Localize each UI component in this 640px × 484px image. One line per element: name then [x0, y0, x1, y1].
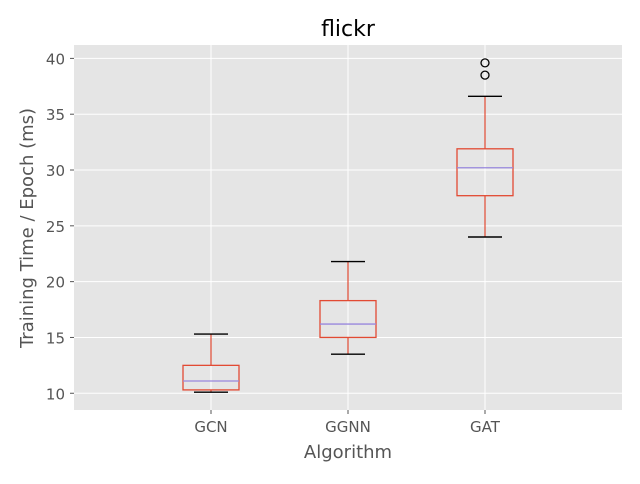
box-gat: [456, 58, 514, 238]
y-tick-label: 25: [46, 218, 65, 236]
outlier-point: [480, 58, 490, 68]
x-tick-label: GCN: [194, 418, 227, 436]
tick-layer: 10 15 20 25 30 35 40 GCN GGNN GAT: [46, 50, 501, 436]
iqr-box: [319, 299, 377, 339]
outlier-point: [480, 70, 490, 80]
y-axis-label: Training Time / Epoch (ms): [17, 108, 38, 349]
chart-title: flickr: [321, 17, 376, 42]
y-tick-label: 10: [46, 385, 65, 403]
box-layer: [182, 58, 514, 393]
x-tick-label: GAT: [470, 418, 501, 436]
y-tick-label: 15: [46, 329, 65, 347]
iqr-box: [182, 364, 240, 391]
y-tick-label: 40: [46, 50, 65, 68]
x-tick-label: GGNN: [325, 418, 371, 436]
box-ggnn: [319, 260, 377, 355]
iqr-box: [456, 148, 514, 197]
x-axis-label: Algorithm: [304, 442, 392, 463]
y-tick-label: 30: [46, 162, 65, 180]
box-gcn: [182, 333, 240, 393]
y-tick-label: 35: [46, 106, 65, 124]
y-tick-label: 20: [46, 274, 65, 292]
